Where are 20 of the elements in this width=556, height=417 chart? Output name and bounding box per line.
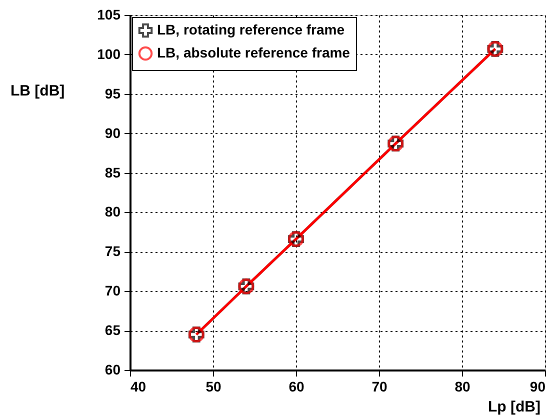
y-tick-label: 95 [104,85,121,102]
y-tick-label: 70 [104,282,121,299]
x-tick-label: 70 [372,378,388,394]
y-tick-label: 85 [104,164,121,180]
x-tick-label: 80 [454,378,470,394]
y-tick-label: 75 [104,243,121,260]
y-tick-label: 100 [97,46,121,62]
y-tick-label: 60 [104,362,121,378]
x-tick-label: 40 [130,378,146,394]
y-tick-label: 80 [104,204,121,220]
x-tick-label: 60 [288,378,304,394]
y-tick-label: 105 [97,6,121,22]
y-tick-label: 65 [104,322,121,338]
y-axis-title: LB [dB] [10,82,65,100]
y-tick-label: 90 [104,124,121,141]
x-tick-label: 90 [530,378,546,394]
x-tick-label: 50 [206,378,222,394]
x-axis-title: Lp [dB] [488,398,540,416]
legend-label: LB, rotating reference frame [157,22,345,38]
legend-label: LB, absolute reference frame [157,44,350,60]
